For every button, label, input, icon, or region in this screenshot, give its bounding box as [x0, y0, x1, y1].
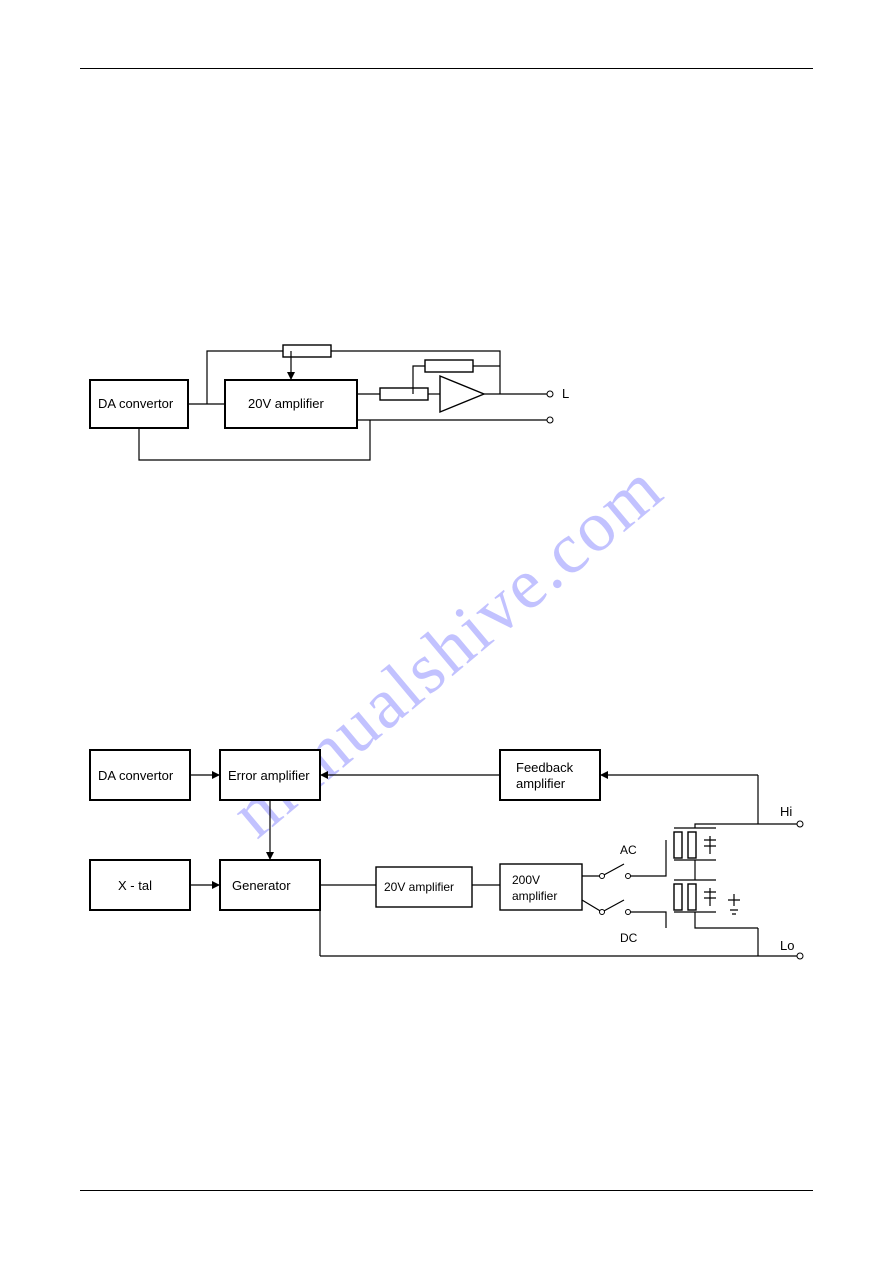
block-feedback-amplifier	[500, 750, 600, 800]
terminal-lo	[797, 953, 803, 959]
switch-ac	[582, 864, 646, 876]
switch-node	[600, 874, 605, 879]
terminal-hi	[797, 821, 803, 827]
label-da-convertor: DA convertor	[98, 396, 174, 411]
rule-top	[80, 68, 813, 69]
label-xtal: X - tal	[118, 878, 152, 893]
switch-dc	[582, 900, 646, 912]
arrow-down-icon	[266, 852, 274, 860]
triangle-amp-icon	[440, 376, 484, 412]
diagram-1: DA convertor 20V amplifier L	[80, 330, 600, 500]
label-hi: Hi	[780, 804, 792, 819]
switch-node	[626, 910, 631, 915]
terminal-h	[547, 391, 553, 397]
terminal-l	[547, 417, 553, 423]
label-generator: Generator	[232, 878, 291, 893]
label-200v-1: 200V	[512, 873, 540, 887]
diagram-2: DA convertor Error amplifier Feedback am…	[80, 740, 820, 1040]
label-dc: DC	[620, 931, 638, 945]
switch-node	[600, 910, 605, 915]
label-20v-amp-2: 20V amplifier	[384, 880, 454, 894]
switch-node	[626, 874, 631, 879]
label-da-convertor-2: DA convertor	[98, 768, 174, 783]
attenuator-network	[646, 824, 758, 928]
label-feedback-2: amplifier	[516, 776, 566, 791]
resistor-3	[425, 360, 473, 372]
arrow-down-icon	[287, 372, 295, 380]
label-h: L	[562, 386, 569, 401]
arrow-right-icon	[212, 771, 220, 779]
label-200v-2: amplifier	[512, 889, 557, 903]
resistor-1	[283, 345, 331, 357]
rule-bottom	[80, 1190, 813, 1191]
resistor-2	[380, 388, 428, 400]
label-20v-amplifier: 20V amplifier	[248, 396, 325, 411]
arrow-left-icon	[320, 771, 328, 779]
label-error-amplifier: Error amplifier	[228, 768, 310, 783]
block-200v-amp	[500, 864, 582, 910]
label-ac: AC	[620, 843, 637, 857]
arrow-right-icon	[212, 881, 220, 889]
arrow-left-icon	[600, 771, 608, 779]
label-lo: Lo	[780, 938, 794, 953]
label-feedback-1: Feedback	[516, 760, 574, 775]
